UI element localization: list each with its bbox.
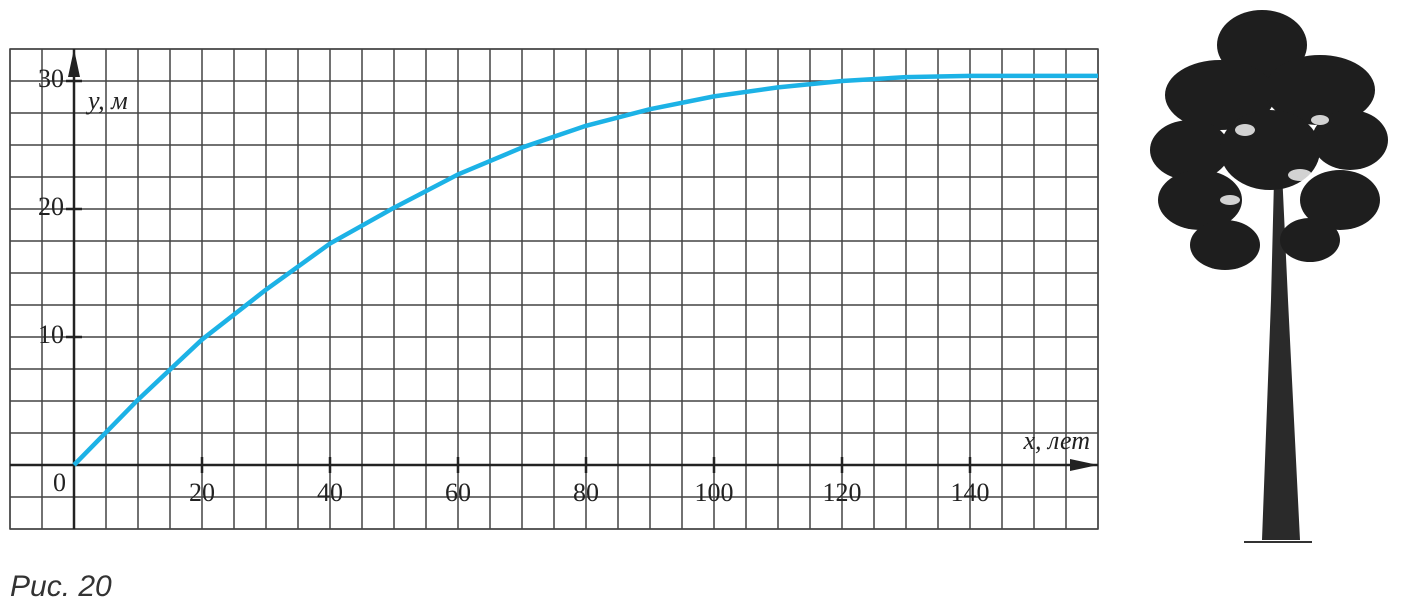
x-tick-label: 60 (445, 478, 471, 507)
x-tick-label: 120 (823, 478, 862, 507)
data-line (72, 73, 1098, 467)
origin-label: 0 (53, 468, 66, 497)
y-tick-label: 30 (38, 64, 64, 93)
tree-illustration (1150, 10, 1388, 543)
x-axis-arrow (1070, 459, 1098, 471)
x-tick-label: 140 (951, 478, 990, 507)
x-tick-label: 100 (695, 478, 734, 507)
x-tick-label: 20 (189, 478, 215, 507)
y-tick-label: 20 (38, 192, 64, 221)
y-axis-arrow (68, 49, 80, 77)
y-axis-label: y, м (85, 86, 128, 115)
x-tick-label: 80 (573, 478, 599, 507)
x-tick-label: 40 (317, 478, 343, 507)
x-axis-label: x, лет (1023, 426, 1091, 455)
plot-border (9, 48, 1099, 530)
y-tick-label: 10 (38, 320, 64, 349)
caption: Рис. 20 (10, 570, 112, 603)
plot-area: x, лет y, м 20 40 60 80 100 120 140 0 10 20 30 (9, 48, 1099, 530)
